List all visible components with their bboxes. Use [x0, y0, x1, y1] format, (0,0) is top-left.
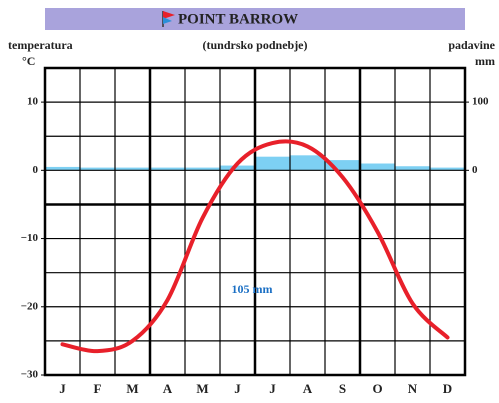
precipitation-bar [360, 163, 395, 171]
x-tick-label: O [372, 381, 382, 396]
x-tick-label: M [126, 381, 138, 396]
y-tick-label: −10 [21, 232, 39, 244]
precipitation-bar [220, 165, 255, 171]
annotation: 105 mm [232, 282, 273, 296]
x-tick-label: J [269, 381, 276, 396]
precipitation-bar [430, 167, 465, 171]
subtitle: (tundrsko podnebje) [202, 38, 307, 52]
x-tick-label: J [59, 381, 66, 396]
y2-tick-label: 0 [472, 164, 478, 176]
x-tick-label: J [234, 381, 241, 396]
title-bar [45, 8, 465, 30]
precipitation-bar [395, 166, 430, 171]
y2-axis-unit: mm [475, 54, 495, 68]
precipitation-bar [325, 160, 360, 171]
y2-axis-title: padavine [448, 38, 495, 52]
x-tick-label: A [163, 381, 173, 396]
precipitation-bar [185, 167, 220, 171]
chart-title: POINT BARROW [178, 11, 298, 27]
y-axis-unit: °C [22, 54, 35, 68]
y2-tick-label: 100 [472, 96, 489, 108]
x-tick-label: S [339, 381, 346, 396]
x-tick-label: F [94, 381, 102, 396]
y-tick-label: 0 [33, 164, 39, 176]
precipitation-bar [255, 156, 290, 171]
x-tick-label: A [303, 381, 313, 396]
precipitation-bar [115, 167, 150, 171]
temperature-line [60, 139, 450, 354]
plot-frame [43, 66, 467, 377]
precipitation-bar [150, 167, 185, 171]
x-tick-label: M [196, 381, 208, 396]
flag-icon [162, 11, 175, 27]
precipitation-bar [290, 155, 325, 171]
y-tick-label: −20 [21, 300, 39, 312]
x-tick-label: N [408, 381, 418, 396]
y-tick-label: 10 [27, 96, 39, 108]
precipitation-bar [45, 166, 80, 171]
y-tick-label: −30 [21, 369, 39, 381]
precipitation-bar [80, 167, 115, 171]
y-axis-title: temperatura [8, 38, 73, 52]
x-tick-label: D [443, 381, 452, 396]
